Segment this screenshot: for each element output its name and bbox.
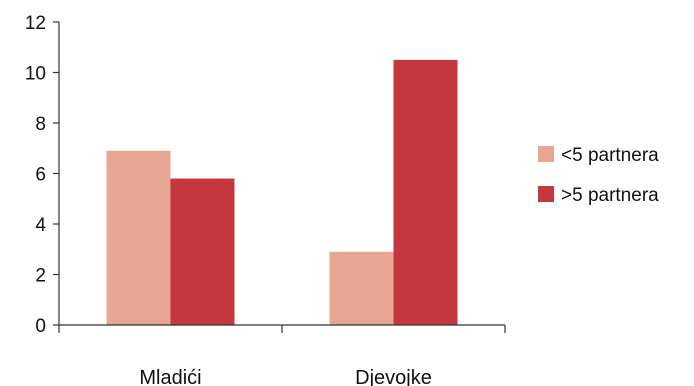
bars — [106, 59, 458, 325]
y-tick-label: 12 — [25, 13, 46, 34]
y-tick-label: 2 — [35, 266, 46, 287]
legend-item: <5 partnera — [538, 145, 659, 166]
x-axis: Mladići Djevojke — [58, 324, 506, 386]
y-tick-label: 8 — [35, 114, 46, 135]
legend-label: >5 partnera — [561, 185, 659, 206]
bar-lt5-1 — [329, 251, 394, 325]
bar-gt5-1 — [393, 59, 458, 325]
bar-gt5-0 — [170, 178, 235, 325]
y-tick-label: 0 — [35, 316, 46, 337]
x-category-label: Djevojke — [355, 367, 432, 386]
y-tick-label: 4 — [35, 215, 46, 236]
x-category-label: Mladići — [139, 367, 201, 386]
y-tick-label: 6 — [35, 165, 46, 186]
bar-lt5-0 — [106, 150, 171, 325]
legend: <5 partnera >5 partnera — [538, 145, 659, 206]
legend-label: <5 partnera — [561, 145, 659, 166]
y-tick-label: 10 — [25, 64, 46, 85]
legend-swatch — [538, 146, 554, 162]
y-axis: 0 2 4 6 8 10 12 — [25, 13, 60, 337]
legend-item: >5 partnera — [538, 185, 659, 206]
legend-swatch — [538, 186, 554, 202]
